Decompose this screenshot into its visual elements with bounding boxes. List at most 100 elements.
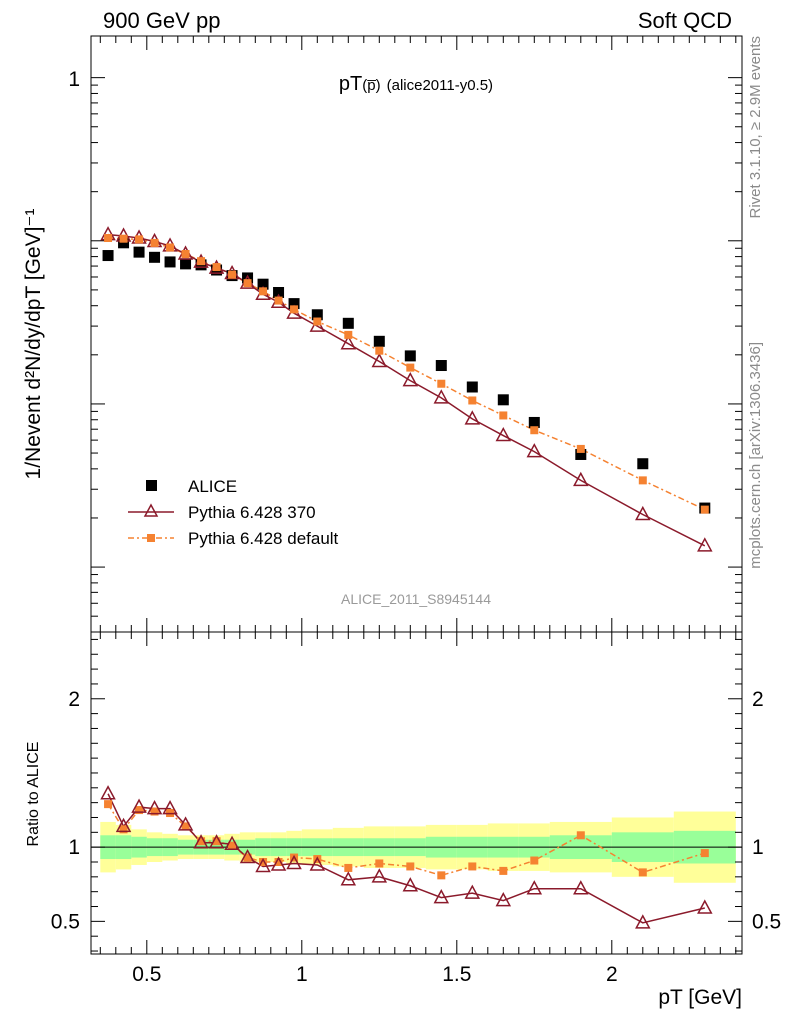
ratio-point-pythia-370 bbox=[162, 800, 178, 815]
legend-mc1-label: Pythia 6.428 370 bbox=[188, 503, 316, 522]
data-point-pythia-default bbox=[344, 330, 353, 339]
data-point-alice bbox=[575, 448, 587, 460]
side-text-top: Rivet 3.1.10, ≥ 2.9M events bbox=[747, 36, 764, 219]
data-point-pythia-default bbox=[166, 243, 175, 252]
data-point-alice bbox=[311, 309, 323, 321]
data-point-alice bbox=[637, 458, 649, 470]
data-point-pythia-default bbox=[150, 238, 159, 247]
x-tick-label: 1.5 bbox=[442, 963, 471, 986]
data-point-pythia-370 bbox=[573, 471, 589, 487]
data-point-alice bbox=[242, 272, 254, 284]
plot-title-main: pT bbox=[339, 73, 362, 95]
data-point-alice bbox=[342, 317, 354, 329]
ratio-point-pythia-370 bbox=[635, 914, 651, 929]
data-point-pythia-default bbox=[437, 379, 446, 388]
ratio-point-pythia-370 bbox=[239, 848, 256, 864]
ratio-point-pythia-default bbox=[700, 849, 709, 858]
data-point-alice bbox=[164, 256, 176, 268]
data-point-pythia-default bbox=[135, 235, 144, 244]
plot-title-paren: (p̅) bbox=[362, 77, 380, 94]
ratio-point-pythia-default bbox=[576, 831, 585, 840]
legend-mc2-label: Pythia 6.428 default bbox=[188, 529, 339, 548]
x-axis-label: pT [GeV] bbox=[658, 986, 742, 1009]
ratio-point-pythia-370 bbox=[208, 834, 225, 849]
x-tick-label: 1 bbox=[296, 963, 308, 986]
data-point-pythia-default bbox=[119, 234, 128, 243]
ratio-point-pythia-default bbox=[499, 866, 508, 875]
data-point-pythia-default bbox=[290, 305, 299, 314]
data-point-pythia-default bbox=[212, 263, 221, 272]
ratio-y-tick-label: 1 bbox=[68, 836, 80, 859]
ratio-point-pythia-370 bbox=[309, 856, 326, 871]
data-point-alice bbox=[497, 394, 509, 406]
data-point-alice bbox=[466, 381, 478, 393]
data-point-pythia-370 bbox=[635, 505, 651, 521]
ratio-point-pythia-370 bbox=[131, 798, 147, 813]
ratio-point-pythia-370 bbox=[433, 889, 450, 904]
plot-title-suffix: (alice2011-y0.5) bbox=[387, 77, 493, 94]
ratio-point-pythia-default bbox=[135, 806, 144, 815]
header-left: 900 GeV pp bbox=[103, 8, 220, 33]
legend-mc1-marker bbox=[143, 503, 159, 517]
data-point-pythia-370 bbox=[697, 537, 713, 552]
data-point-alice bbox=[180, 258, 192, 270]
ratio-point-pythia-default bbox=[150, 807, 159, 816]
ratio-point-pythia-370 bbox=[495, 892, 512, 907]
data-point-pythia-370 bbox=[433, 389, 450, 404]
data-point-alice bbox=[528, 416, 540, 428]
ratio-point-pythia-default bbox=[197, 837, 206, 846]
ratio-point-pythia-370 bbox=[464, 884, 481, 899]
data-point-alice bbox=[373, 335, 385, 347]
data-point-pythia-default bbox=[700, 505, 709, 514]
ratio-y-tick-label-right: 2 bbox=[752, 688, 764, 711]
ratio-point-pythia-370 bbox=[146, 800, 163, 815]
data-point-alice bbox=[404, 350, 416, 362]
data-point-pythia-default bbox=[576, 444, 585, 453]
data-point-pythia-370 bbox=[340, 335, 357, 350]
data-point-pythia-default bbox=[104, 234, 113, 243]
series-line-pythia-370 bbox=[107, 233, 706, 547]
ratio-point-pythia-370 bbox=[697, 899, 713, 914]
data-point-pythia-default bbox=[243, 279, 252, 288]
plot-title: pT(p̅) (alice2011-y0.5) bbox=[339, 73, 493, 95]
legend-data-label: ALICE bbox=[188, 477, 237, 496]
data-point-pythia-default bbox=[406, 363, 415, 372]
lower-panel: 0.5 0.5 1 1 2 2 0.5 1 1.5 2 Ratio to ALICE pT [Ge… bbox=[25, 631, 781, 1009]
ratio-point-pythia-370 bbox=[193, 834, 209, 849]
ratio-point-pythia-default bbox=[243, 853, 252, 862]
ratio-y-tick-label: 0.5 bbox=[51, 910, 80, 933]
ratio-point-pythia-default bbox=[274, 858, 283, 866]
x-tick-label: 0.5 bbox=[132, 963, 161, 986]
ratio-point-pythia-370 bbox=[115, 817, 132, 833]
data-point-pythia-default bbox=[259, 287, 268, 296]
ratio-point-pythia-370 bbox=[286, 854, 302, 870]
ratio-y-tick-label-right: 1 bbox=[752, 836, 764, 859]
ratio-point-pythia-default bbox=[228, 841, 237, 850]
data-point-pythia-370 bbox=[464, 410, 481, 425]
ratio-y-tick-label: 2 bbox=[68, 688, 80, 711]
ratio-point-pythia-default bbox=[406, 862, 415, 871]
upper-panel: 1 pT(p̅) (alice2011-y0.5) ALICE_2011_S894… bbox=[22, 35, 743, 633]
ratio-point-pythia-370 bbox=[255, 857, 271, 873]
data-point-alice bbox=[149, 251, 161, 263]
data-point-pythia-default bbox=[228, 270, 237, 279]
ratio-point-pythia-370 bbox=[371, 868, 388, 883]
ratio-point-pythia-default bbox=[212, 837, 221, 846]
data-point-pythia-default bbox=[530, 426, 539, 435]
ratio-point-pythia-default bbox=[638, 868, 647, 877]
data-point-pythia-370 bbox=[371, 352, 388, 368]
ratio-point-pythia-default bbox=[344, 863, 353, 872]
y-tick-1: 1 bbox=[68, 68, 80, 91]
data-point-alice bbox=[273, 286, 285, 298]
ratio-point-pythia-default bbox=[259, 858, 268, 866]
data-point-pythia-default bbox=[468, 396, 477, 405]
ratio-point-pythia-default bbox=[104, 800, 113, 809]
y-axis-label-lower: Ratio to ALICE bbox=[25, 742, 42, 847]
ratio-y-tick-label-right: 0.5 bbox=[752, 910, 781, 933]
ratio-point-pythia-370 bbox=[526, 880, 543, 895]
ratio-point-pythia-370 bbox=[177, 816, 194, 831]
data-point-alice bbox=[118, 237, 130, 249]
ratio-point-pythia-370 bbox=[573, 880, 589, 895]
ratio-point-pythia-default bbox=[375, 859, 384, 868]
